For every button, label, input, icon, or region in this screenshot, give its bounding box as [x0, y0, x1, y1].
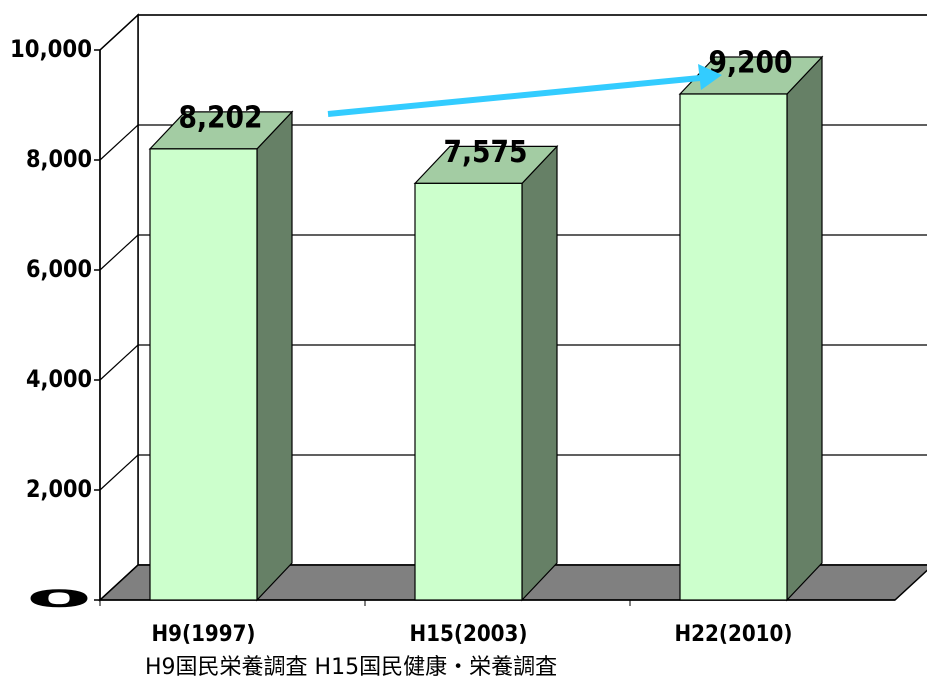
bar [149, 148, 258, 601]
y-tick-label: 0 [26, 585, 92, 613]
arrow-head [698, 64, 722, 90]
y-tick-label: 4,000 [26, 365, 92, 393]
side-wall [99, 13, 139, 602]
bar-side [256, 110, 293, 602]
grid-line [99, 564, 927, 601]
bar-side [521, 144, 558, 602]
x-tick-label: H22(2010) [675, 622, 793, 647]
grid-line [99, 454, 927, 491]
x-tick-label: H15(2003) [410, 622, 528, 647]
y-tick-label: 10,000 [10, 35, 92, 63]
value-label: 8,202 [179, 100, 263, 135]
grid-line [99, 344, 927, 381]
note: H9国民栄養調査 H15国民健康・栄養調査 [145, 655, 557, 680]
bar [414, 182, 523, 601]
x-tick-label: H9(1997) [152, 622, 256, 647]
y-tick-label: 6,000 [26, 255, 92, 283]
value-label: 7,575 [444, 135, 528, 170]
trend-arrow [327, 75, 701, 117]
grid-line [99, 234, 927, 271]
grid-line [99, 124, 927, 161]
y-tick-label: 2,000 [26, 475, 92, 503]
bar [679, 93, 788, 601]
bar-side [786, 55, 823, 602]
grid-line [99, 14, 927, 51]
y-tick-label: 8,000 [26, 145, 92, 173]
value-label: 9,200 [709, 46, 793, 81]
